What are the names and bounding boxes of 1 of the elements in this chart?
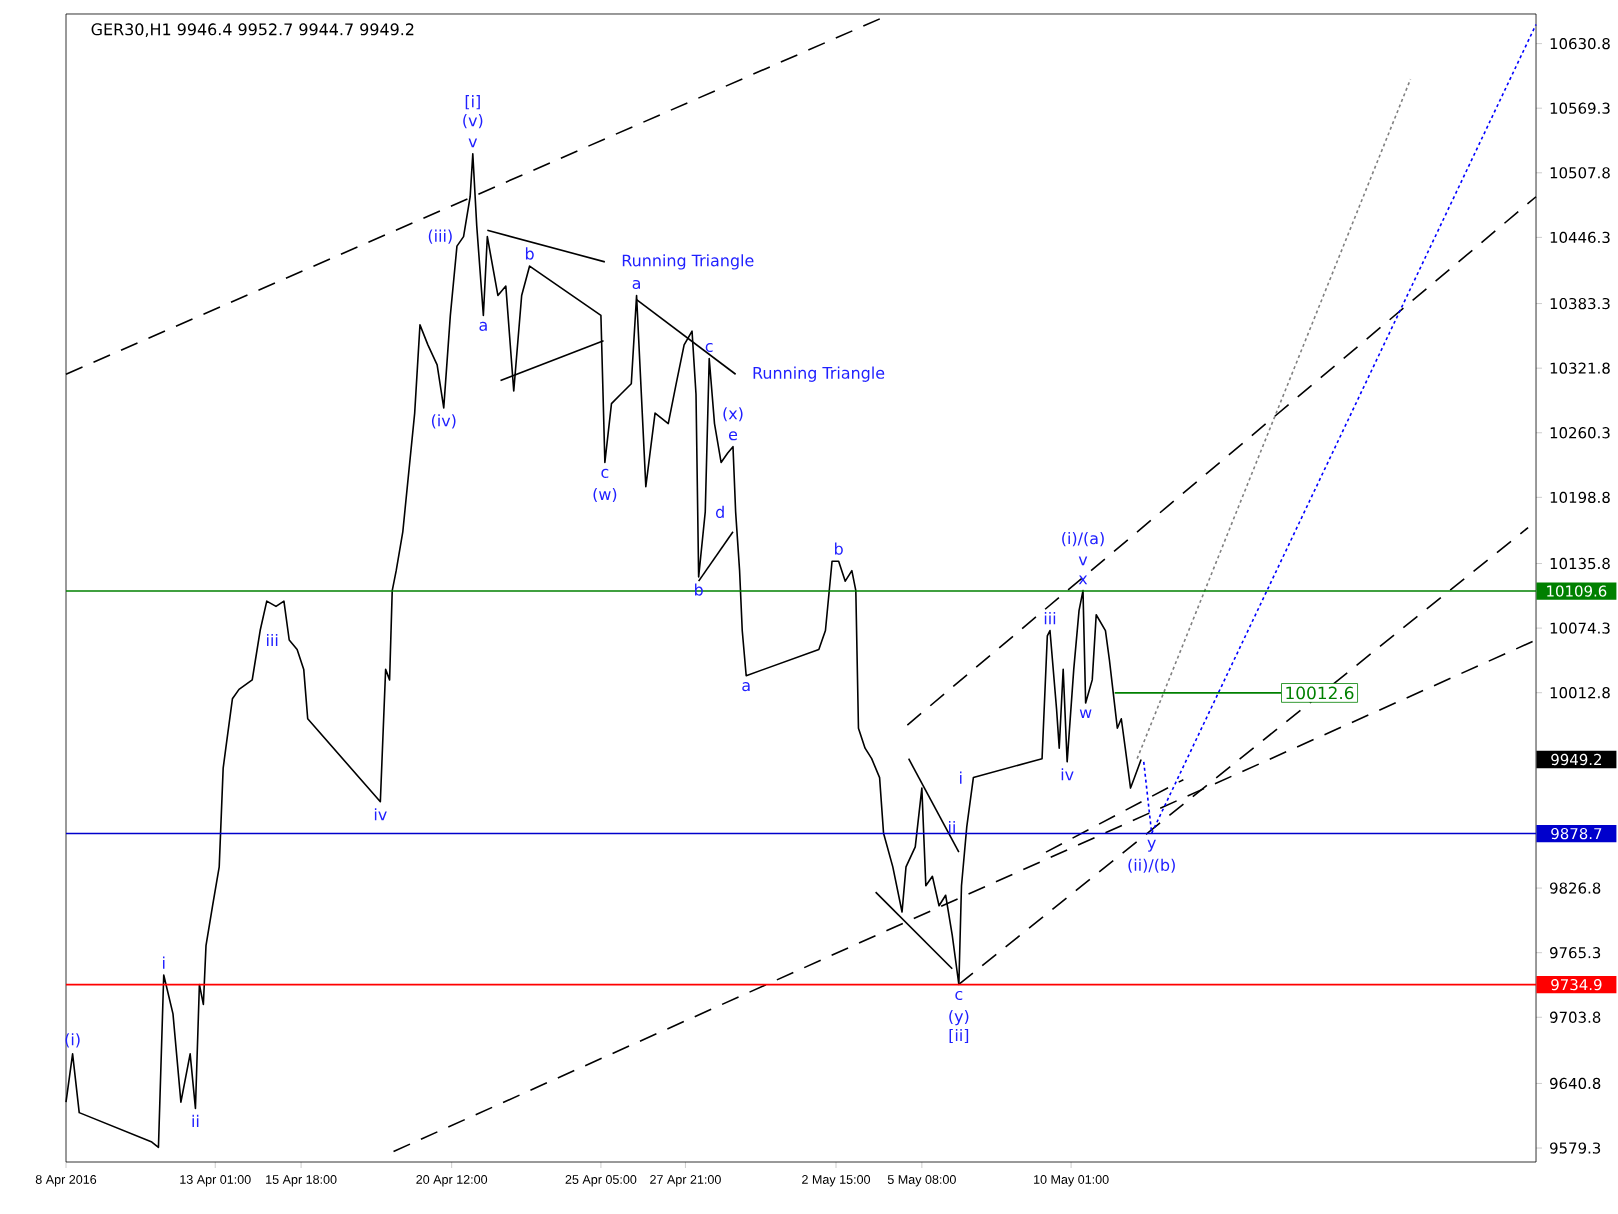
data-label: 10012.6 <box>1286 686 1354 700</box>
